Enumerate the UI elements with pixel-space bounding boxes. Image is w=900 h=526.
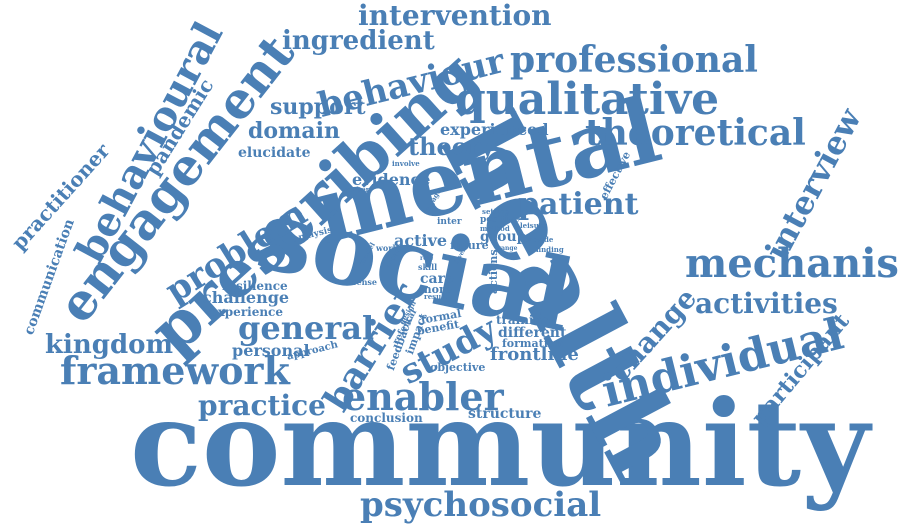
word-objective: objective	[430, 361, 486, 374]
word-evidence: evidence	[352, 170, 431, 189]
word-method: method	[480, 224, 510, 233]
word-more: more	[420, 283, 452, 296]
word-role: role	[420, 255, 434, 262]
word-theoretical: theoretical	[585, 112, 806, 154]
word-inter: inter	[437, 217, 462, 227]
word-kingdom: kingdom	[45, 330, 174, 360]
word-result: result	[424, 292, 448, 301]
word-psychosocial: psychosocial	[360, 485, 602, 525]
word-domain: domain	[248, 118, 340, 144]
word-work: work	[376, 243, 398, 253]
word-mechanism: mechanism	[685, 240, 900, 287]
word-actions: actions	[487, 249, 500, 294]
word-finding: finding	[536, 245, 564, 254]
word-structure: structure	[468, 406, 542, 422]
word-theory: theory	[408, 132, 495, 161]
word-community: community	[130, 374, 870, 513]
word-support: support	[270, 94, 366, 120]
word-practice: practice	[198, 389, 326, 422]
word-training: training	[496, 313, 551, 327]
word-patient: patient	[518, 187, 639, 222]
word-worker: worker	[342, 185, 370, 194]
word-group: group	[480, 229, 527, 245]
word-conclusion: conclusion	[350, 411, 423, 425]
word-provide: provide	[524, 235, 554, 244]
word-professional: professional	[510, 39, 758, 81]
word-different: different	[498, 325, 567, 341]
word-experienced: experienced	[440, 120, 549, 139]
word-personal: personal	[232, 341, 310, 360]
word-skill: skill	[418, 262, 438, 272]
word-positive: positive	[480, 215, 520, 225]
word-resilience: resilience	[222, 279, 288, 293]
word-activities: activities	[695, 287, 838, 320]
word-active: active	[394, 231, 448, 250]
word-leisure: leisure	[520, 221, 547, 230]
word-formation: formation	[502, 337, 564, 350]
word-future: future	[450, 239, 489, 252]
word-framework: framework	[60, 348, 290, 393]
word-ingredient: ingredient	[282, 26, 435, 56]
word-challenge: challenge	[202, 288, 290, 307]
word-enabler: enabler	[342, 374, 504, 419]
word-sense: sense	[352, 277, 378, 287]
word-intervention: intervention	[358, 0, 552, 32]
word-general: general	[238, 309, 375, 347]
word-frontline: frontline	[490, 344, 579, 365]
word-involve: involve	[392, 159, 420, 168]
word-elucidate: elucidate	[238, 145, 311, 161]
word-range: range	[498, 245, 518, 252]
word-qualitative: qualitative	[455, 74, 720, 125]
word-experience: experience	[210, 305, 283, 319]
word-setting: setting	[482, 207, 510, 216]
word-care: care	[420, 271, 454, 287]
